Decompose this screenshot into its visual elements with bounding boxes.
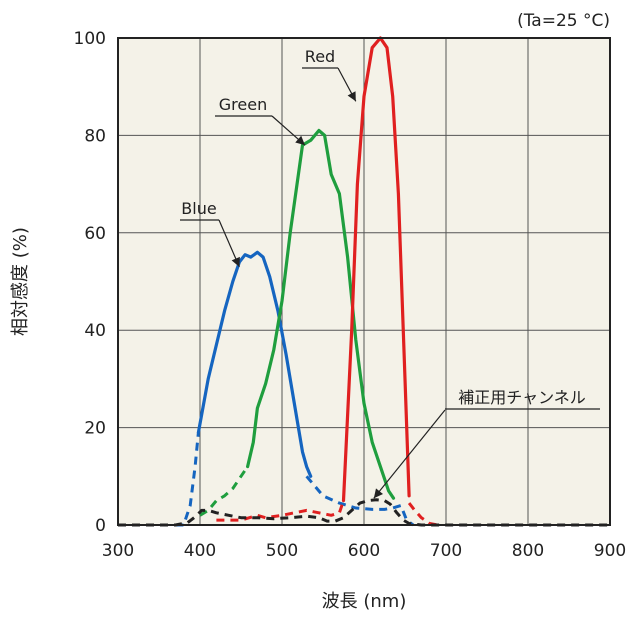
x-tick-labels: 300 400 500 600 700 800 900	[102, 541, 626, 561]
annotation-leader	[373, 409, 446, 499]
annotation-label: 補正用チャンネル	[458, 388, 586, 407]
y-tick-label: 100	[74, 29, 106, 49]
series-1f9e3e	[199, 128, 396, 517]
y-tick-labels: 0 20 40 60 80 100	[74, 29, 106, 536]
series-line	[196, 250, 313, 478]
series-annotations: Red Green Blue 補正用チャンネル	[180, 47, 600, 499]
series-222222	[118, 498, 610, 527]
y-tick-label: 40	[84, 321, 106, 341]
y-tick-label: 0	[95, 516, 106, 536]
x-tick-label: 400	[184, 541, 216, 561]
series-line	[246, 128, 396, 500]
series-line-dashed	[199, 465, 249, 517]
series-line-dashed	[216, 500, 345, 522]
x-tick-label: 500	[266, 541, 298, 561]
x-tick-label: 800	[512, 541, 544, 561]
x-axis-title: 波長 (nm)	[322, 591, 407, 612]
annotation-arrowhead	[295, 135, 305, 146]
plot-frame	[117, 37, 611, 526]
condition-note: (Ta=25 °C)	[517, 11, 610, 31]
series-line-dashed	[118, 498, 610, 527]
y-tick-label: 60	[84, 224, 106, 244]
annotation-label: Green	[219, 95, 267, 114]
y-tick-label: 20	[84, 419, 106, 439]
y-tick-label: 80	[84, 126, 106, 146]
annotation-3: Blue	[180, 199, 240, 268]
x-tick-label: 300	[102, 541, 134, 561]
y-axis-title: 相対感度 (%)	[10, 227, 31, 336]
x-tick-label: 900	[594, 541, 626, 561]
x-tick-label: 700	[430, 541, 462, 561]
annotation-arrowhead	[347, 91, 356, 102]
annotation-1: Red	[302, 47, 357, 102]
annotation-arrowhead	[373, 488, 383, 499]
annotation-2: Green	[215, 95, 306, 146]
x-tick-label: 600	[348, 541, 380, 561]
annotation-label: Blue	[181, 199, 216, 218]
annotation-label: Red	[305, 47, 335, 66]
annotation-4: 補正用チャンネル	[373, 388, 600, 499]
series-line-dashed	[305, 475, 415, 527]
annotation-arrowhead	[231, 256, 240, 267]
